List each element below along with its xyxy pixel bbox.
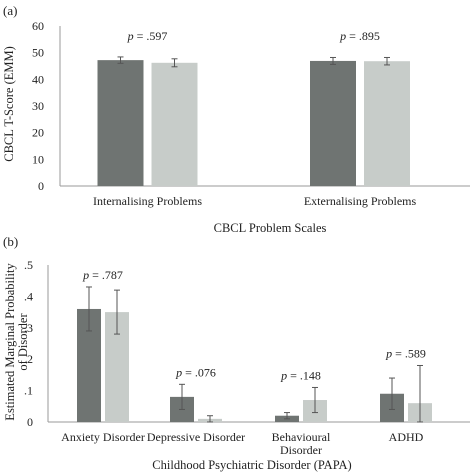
panel-b-category-label: Disorder	[280, 443, 322, 457]
panel-a-p-value: = .895	[346, 29, 380, 43]
panel-b-category-label: ADHD	[389, 430, 424, 444]
panel-b-y-tick-label: .5	[24, 258, 33, 272]
panel-b-p-value: = .787	[89, 268, 123, 282]
panel-b-y-axis-title: Estimated Marginal Probability of Disord…	[3, 263, 30, 421]
panel-b-y-axis-title-line-1: Estimated Marginal Probability	[3, 263, 17, 421]
panel-a-y-axis-title: CBCL T-Score (EMM)	[2, 46, 16, 162]
panel-a-bar	[97, 60, 144, 187]
panel-b-category-label: Depressive Disorder	[147, 430, 245, 444]
panel-a-annotations: p = .597 p = .895	[127, 29, 380, 43]
panel-a-y-tick-label: 30	[32, 99, 44, 113]
panel-a-category-label: Externalising Problems	[304, 194, 417, 208]
panel-a-bar	[151, 62, 198, 186]
panel-a-p-value: = .597	[134, 29, 168, 43]
panel-b-category-label: Anxiety Disorder	[61, 430, 145, 444]
panel-b-x-axis-title: Childhood Psychiatric Disorder (PAPA)	[152, 458, 351, 472]
panel-b-y-tick-label: .4	[24, 289, 33, 303]
panel-b-bars	[77, 286, 432, 423]
panel-a-bars	[97, 56, 410, 187]
panel-b-category-labels: Anxiety Disorder Depressive Disorder Behav…	[61, 430, 423, 457]
panel-a-y-tick-label: 60	[32, 19, 44, 33]
panel-b-p-value-label: p = .589	[385, 346, 426, 360]
panel-a-label: (a)	[3, 3, 17, 18]
panel-b-p-symbol: p	[385, 346, 392, 360]
panel-a-category-label: Internalising Problems	[93, 194, 202, 208]
panel-a-p-value-label: p = .895	[339, 29, 380, 43]
panel-a-y-tick-label: 40	[32, 72, 44, 86]
chart-panel-b: (b) Estimated Marginal Probability of Di…	[3, 234, 470, 472]
panel-b-p-value: = .076	[182, 365, 216, 379]
panel-b-category-label: Behavioural	[272, 430, 331, 444]
panel-b-p-value-label: p = .148	[280, 368, 321, 382]
panel-b-p-value: = .589	[392, 346, 426, 360]
panel-b-y-tick-label: .3	[24, 321, 33, 335]
panel-b-p-value-label: p = .076	[175, 365, 216, 379]
panel-a-y-tick-label: 0	[38, 179, 44, 193]
panel-b-p-value: = .148	[287, 368, 321, 382]
panel-b-y-ticks: 0 .1 .2 .3 .4 .5	[24, 258, 33, 429]
panel-b-p-value-label: p = .787	[82, 268, 123, 282]
panel-b-p-symbol: p	[82, 268, 89, 282]
panel-b-y-tick-label: 0	[27, 415, 33, 429]
panel-b-y-tick-label: .2	[24, 352, 33, 366]
panel-a-category-labels: Internalising Problems Externalising Prob…	[93, 194, 416, 208]
panel-a-p-value-label: p = .597	[127, 29, 168, 43]
panel-a-x-axis-title: CBCL Problem Scales	[214, 221, 327, 235]
panel-b-label: (b)	[3, 234, 18, 249]
panel-a-y-tick-label: 50	[32, 46, 44, 60]
panel-a-p-symbol: p	[339, 29, 346, 43]
panel-a-bar	[364, 61, 410, 187]
panel-b-y-axis-title-line-2: of Disorder	[16, 313, 30, 371]
panel-a-y-tick-label: 10	[32, 152, 44, 166]
panel-a-bar	[310, 60, 356, 186]
chart-panel-a: (a) CBCL T-Score (EMM) 0 10 20 30 40 50 60 Int…	[2, 3, 470, 235]
panel-b-p-symbol: p	[280, 368, 287, 382]
panel-b-y-tick-label: .1	[24, 384, 33, 398]
panel-a-y-tick-label: 20	[32, 126, 44, 140]
panel-a-p-symbol: p	[127, 29, 134, 43]
panel-b-p-symbol: p	[175, 365, 182, 379]
panel-a-y-ticks: 0 10 20 30 40 50 60	[32, 19, 44, 193]
